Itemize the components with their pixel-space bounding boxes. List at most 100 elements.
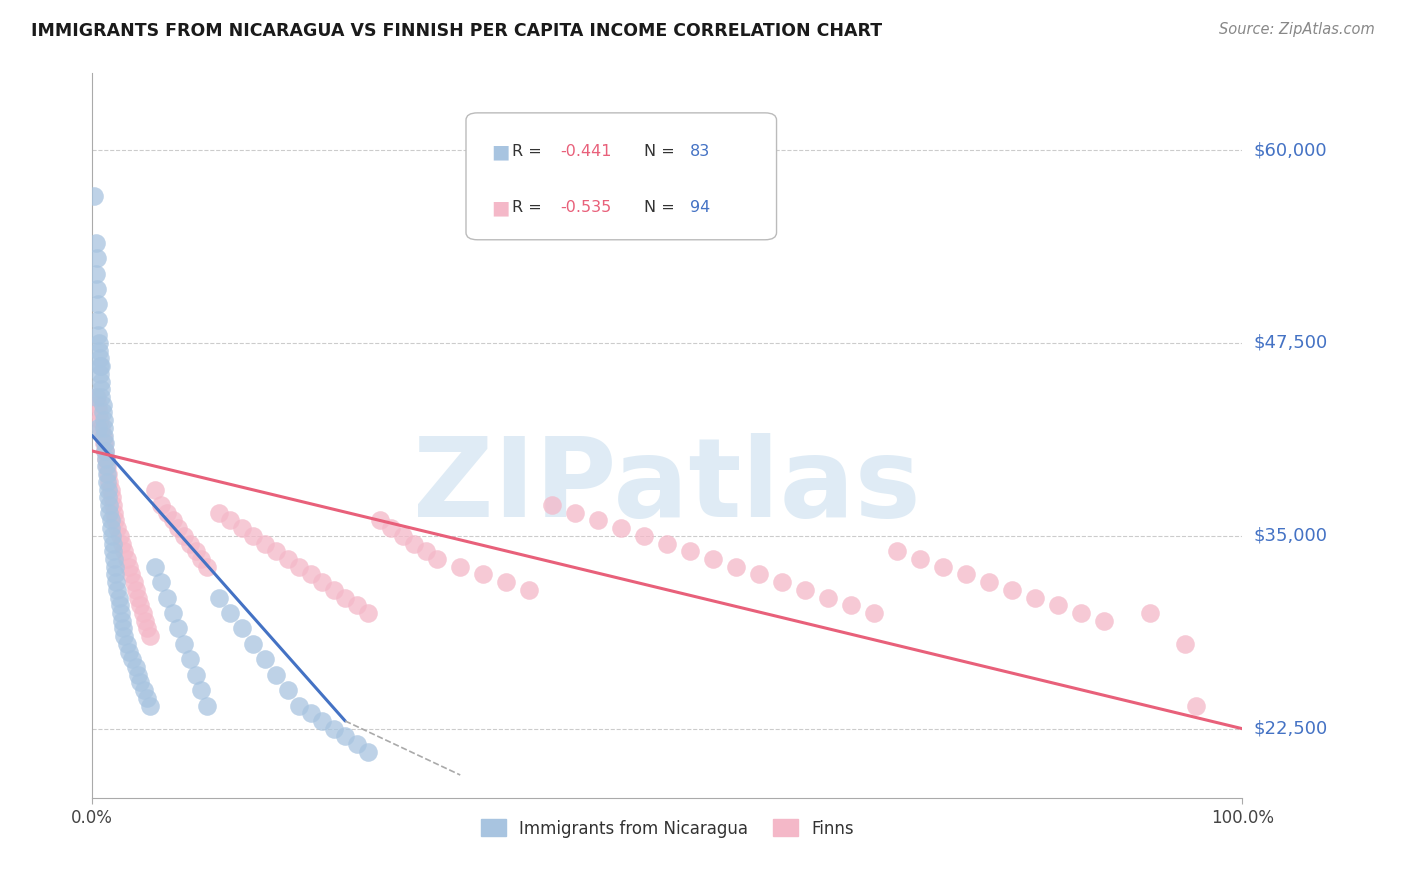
Point — [118, 644, 141, 658]
Text: $35,000: $35,000 — [1254, 527, 1327, 545]
Point — [86, 251, 108, 265]
Point — [426, 552, 449, 566]
Point — [112, 622, 135, 636]
Point — [150, 575, 173, 590]
Point — [839, 599, 862, 613]
Point — [1024, 591, 1046, 605]
Point — [150, 498, 173, 512]
Point — [156, 591, 179, 605]
Text: IMMIGRANTS FROM NICARAGUA VS FINNISH PER CAPITA INCOME CORRELATION CHART: IMMIGRANTS FROM NICARAGUA VS FINNISH PER… — [31, 22, 882, 40]
Point — [219, 513, 242, 527]
Text: Source: ZipAtlas.com: Source: ZipAtlas.com — [1219, 22, 1375, 37]
Point — [132, 606, 155, 620]
Point — [90, 382, 112, 396]
Point — [173, 529, 195, 543]
Point — [86, 390, 108, 404]
Point — [253, 652, 276, 666]
Point — [118, 559, 141, 574]
Point — [277, 683, 299, 698]
Point — [101, 498, 124, 512]
Text: ■: ■ — [491, 142, 509, 161]
Text: N =: N = — [644, 145, 681, 159]
Point — [87, 343, 110, 358]
Text: $47,500: $47,500 — [1254, 334, 1327, 352]
Point — [449, 559, 471, 574]
Point — [195, 559, 218, 574]
Point — [94, 459, 117, 474]
Point — [89, 359, 111, 373]
Point — [1001, 582, 1024, 597]
Point — [391, 529, 413, 543]
Point — [208, 591, 231, 605]
Point — [495, 575, 517, 590]
Point — [96, 475, 118, 489]
Point — [84, 235, 107, 250]
Point — [103, 506, 125, 520]
Point — [162, 606, 184, 620]
Point — [167, 521, 190, 535]
Point — [86, 282, 108, 296]
Point — [610, 521, 633, 535]
Point — [90, 390, 112, 404]
Point — [93, 436, 115, 450]
Point — [115, 552, 138, 566]
Point — [107, 591, 129, 605]
Point — [90, 359, 112, 373]
Point — [346, 599, 368, 613]
Text: 94: 94 — [690, 201, 710, 215]
Point — [910, 552, 932, 566]
Point — [335, 591, 357, 605]
Point — [311, 575, 333, 590]
Point — [98, 498, 121, 512]
Point — [357, 606, 380, 620]
Point — [1139, 606, 1161, 620]
Point — [115, 637, 138, 651]
Point — [100, 513, 122, 527]
Point — [541, 498, 564, 512]
Point — [94, 451, 117, 466]
Point — [112, 629, 135, 643]
Point — [104, 559, 127, 574]
Point — [94, 436, 117, 450]
Point — [125, 660, 148, 674]
Point — [380, 521, 402, 535]
Point — [127, 667, 149, 681]
Point — [87, 336, 110, 351]
Point — [368, 513, 391, 527]
Point — [136, 622, 159, 636]
Point — [89, 413, 111, 427]
Point — [1070, 606, 1092, 620]
Point — [167, 622, 190, 636]
Point — [87, 421, 110, 435]
Point — [1047, 599, 1070, 613]
Point — [100, 529, 122, 543]
Point — [129, 675, 152, 690]
Point — [94, 444, 117, 458]
Point — [98, 506, 121, 520]
Point — [679, 544, 702, 558]
Point — [129, 599, 152, 613]
Point — [91, 405, 114, 419]
Point — [886, 544, 908, 558]
Point — [179, 652, 201, 666]
Point — [633, 529, 655, 543]
Text: R =: R = — [512, 145, 547, 159]
Point — [184, 544, 207, 558]
Point — [94, 444, 117, 458]
Point — [288, 559, 311, 574]
Point — [87, 297, 110, 311]
Point — [122, 575, 145, 590]
Point — [242, 637, 264, 651]
Point — [770, 575, 793, 590]
Point — [156, 506, 179, 520]
Point — [979, 575, 1001, 590]
Point — [748, 567, 770, 582]
Point — [162, 513, 184, 527]
Point — [101, 536, 124, 550]
Point — [311, 714, 333, 728]
Point — [97, 483, 120, 497]
Point — [277, 552, 299, 566]
Point — [100, 490, 122, 504]
Point — [91, 398, 114, 412]
Point — [346, 737, 368, 751]
